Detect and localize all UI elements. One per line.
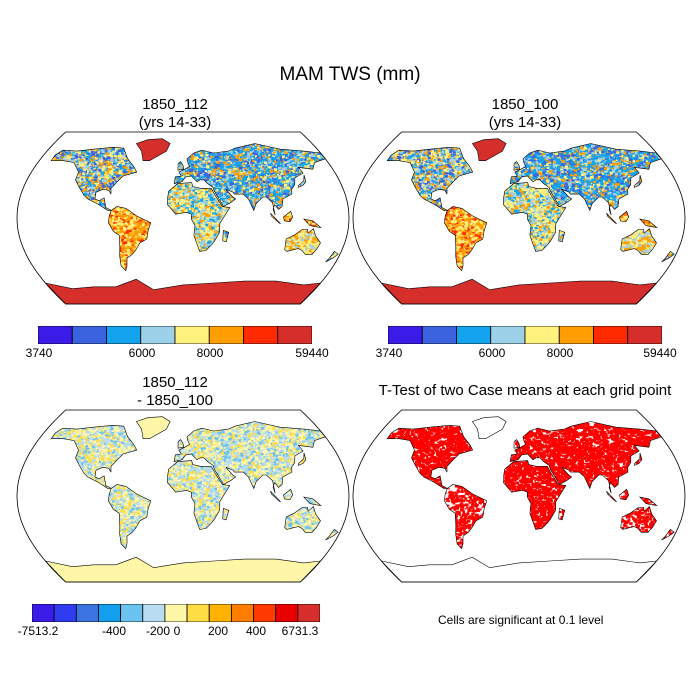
colorbar-swatch [53, 604, 77, 622]
colorbar-case2-label-min: 3740 [376, 346, 403, 360]
colorbar-case1 [38, 326, 312, 344]
colorbar-swatch [456, 326, 492, 344]
map-case2 [352, 131, 686, 305]
significance-note: Cells are significant at 0.1 level [438, 613, 603, 627]
colorbar-case2-label-6000: 6000 [479, 346, 506, 360]
map-outline [16, 409, 350, 583]
panel-title-case1: 1850_112 (yrs 14-33) [40, 96, 310, 132]
land-antarctica [381, 279, 657, 304]
colorbar-swatch [142, 604, 166, 622]
land-greenland [136, 138, 171, 161]
colorbar-swatch [186, 604, 210, 622]
panel-title-case1-line2: (yrs 14-33) [40, 114, 310, 132]
land-greenland [472, 138, 507, 161]
land-greenland [136, 416, 171, 439]
colorbar-swatch [106, 326, 142, 344]
colorbar-swatch [421, 326, 457, 344]
panel-title-case1-line1: 1850_112 [40, 96, 310, 114]
map-outline [16, 131, 350, 305]
colorbar-swatch [297, 604, 320, 622]
map-outline [352, 409, 686, 583]
colorbar-swatch [277, 326, 312, 344]
colorbar-swatch [593, 326, 629, 344]
map-difference [16, 409, 350, 583]
colorbar-swatch [388, 326, 423, 344]
colorbar-swatch [243, 326, 279, 344]
colorbar-swatch [208, 604, 232, 622]
colorbar-case1-label-max: 59440 [295, 346, 328, 360]
colorbar-swatch [174, 326, 210, 344]
land-greenland [472, 416, 507, 439]
colorbar-case2-label-max: 59440 [643, 346, 676, 360]
panel-title-difference-line2: - 1850_100 [40, 392, 310, 410]
panel-title-case2-line2: (yrs 14-33) [390, 114, 660, 132]
colorbar-swatch [558, 326, 594, 344]
panel-title-difference-line1: 1850_112 [40, 374, 310, 392]
panel-title-difference: 1850_112 - 1850_100 [40, 374, 310, 410]
colorbar-swatch [140, 326, 176, 344]
colorbar-swatch [253, 604, 277, 622]
land-antarctica [45, 279, 321, 304]
colorbar-difference-label-400: 400 [246, 624, 266, 638]
colorbar-difference-label-zero: 0 [174, 624, 181, 638]
colorbar-case1-label-min: 3740 [26, 346, 53, 360]
colorbar-swatch [120, 604, 144, 622]
colorbar-swatch [98, 604, 122, 622]
colorbar-difference-label-m200: -200 [146, 624, 170, 638]
panel-title-ttest-line1: T-Test of two Case means at each grid po… [350, 382, 700, 400]
colorbar-case2-label-8000: 8000 [547, 346, 574, 360]
colorbar-swatch [230, 604, 254, 622]
colorbar-difference-label-200: 200 [208, 624, 228, 638]
map-outline [352, 131, 686, 305]
colorbar-swatch [71, 326, 107, 344]
map-ttest [352, 409, 686, 583]
colorbar-case1-label-6000: 6000 [129, 346, 156, 360]
colorbar-swatch [38, 326, 73, 344]
colorbar-swatch [208, 326, 244, 344]
panel-title-case2: 1850_100 (yrs 14-33) [390, 96, 660, 132]
panel-title-ttest: T-Test of two Case means at each grid po… [350, 382, 700, 400]
colorbar-swatch [275, 604, 299, 622]
colorbar-swatch [32, 604, 55, 622]
panel-title-case2-line1: 1850_100 [390, 96, 660, 114]
land-antarctica [45, 557, 321, 582]
land-antarctica [381, 557, 657, 582]
colorbar-case1-label-8000: 8000 [197, 346, 224, 360]
colorbar-swatch [164, 604, 188, 622]
map-case1 [16, 131, 350, 305]
colorbar-swatch [75, 604, 99, 622]
colorbar-swatch [627, 326, 662, 344]
colorbar-difference-label-max: 6731.3 [282, 624, 319, 638]
colorbar-swatch [524, 326, 560, 344]
colorbar-difference [32, 604, 320, 622]
colorbar-difference-label-m400: -400 [102, 624, 126, 638]
colorbar-case2 [388, 326, 662, 344]
colorbar-swatch [490, 326, 526, 344]
colorbar-difference-label-min: -7513.2 [18, 624, 59, 638]
figure-title: MAM TWS (mm) [0, 64, 700, 86]
